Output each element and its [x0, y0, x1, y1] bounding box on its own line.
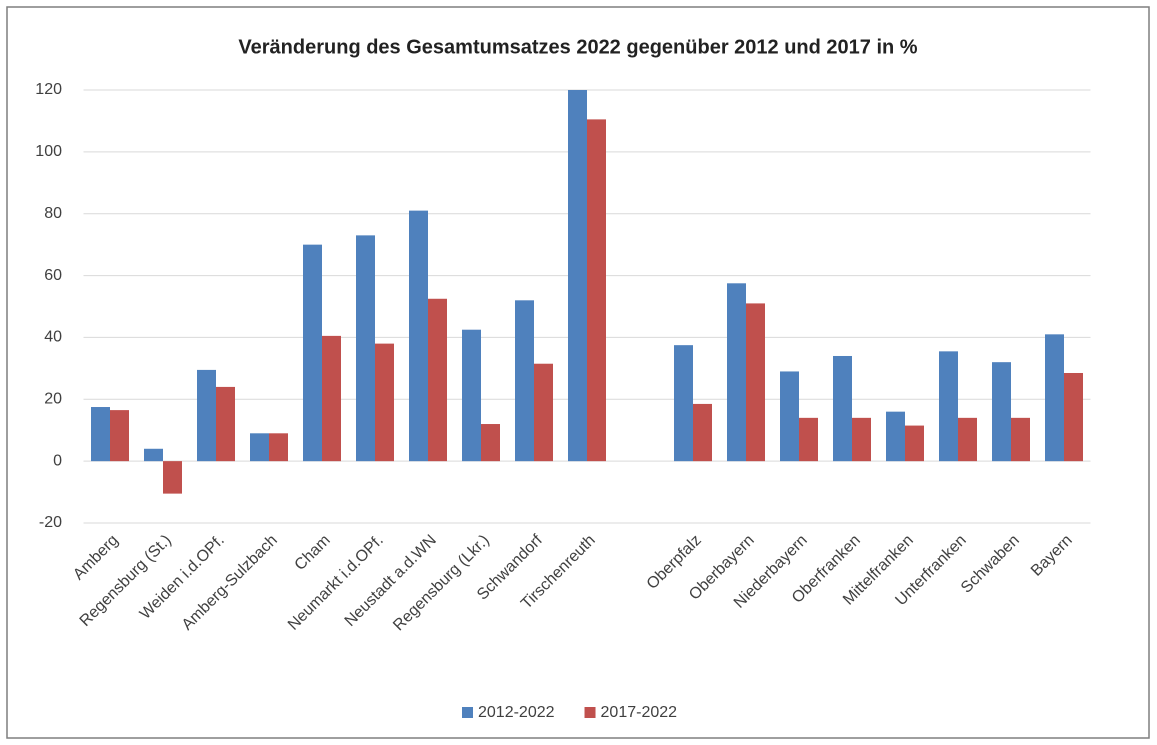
bar	[992, 362, 1011, 462]
y-tick-label: 100	[35, 143, 62, 160]
bar	[587, 119, 606, 462]
bar	[462, 329, 481, 462]
y-tick-label: 0	[53, 452, 62, 469]
bar	[216, 386, 235, 462]
bar	[481, 424, 500, 462]
y-tick-label: 80	[44, 205, 62, 222]
bar	[958, 417, 977, 462]
bar	[91, 407, 110, 462]
legend-label: 2012-2022	[478, 704, 555, 721]
chart-title: Veränderung des Gesamtumsatzes 2022 gege…	[238, 36, 917, 58]
bar	[674, 345, 693, 462]
bar	[1011, 417, 1030, 462]
bar	[250, 433, 269, 462]
bar	[356, 235, 375, 462]
y-tick-label: 20	[44, 391, 62, 408]
bar	[322, 335, 341, 462]
bar	[534, 363, 553, 462]
y-tick-label: 40	[44, 329, 62, 346]
y-tick-label: 120	[35, 81, 62, 98]
bar	[746, 303, 765, 462]
bar	[269, 433, 288, 462]
bar	[727, 283, 746, 462]
bar	[905, 425, 924, 462]
bar	[780, 371, 799, 462]
bar	[428, 298, 447, 462]
legend-swatch	[584, 707, 596, 718]
bar	[197, 369, 216, 462]
bar	[852, 417, 871, 462]
bar	[939, 351, 958, 462]
bar	[375, 343, 394, 462]
bar	[833, 355, 852, 462]
bar	[163, 461, 182, 494]
bar	[110, 410, 129, 462]
bar	[568, 90, 587, 462]
bar	[303, 244, 322, 462]
bar	[409, 210, 428, 462]
bar	[144, 448, 163, 462]
bar	[799, 417, 818, 462]
bar	[886, 411, 905, 462]
legend-label: 2017-2022	[601, 704, 678, 721]
bar	[1045, 334, 1064, 462]
bar	[1064, 372, 1083, 462]
bar	[515, 300, 534, 462]
bar	[693, 403, 712, 462]
legend-swatch	[462, 707, 473, 718]
y-tick-label: 60	[44, 267, 62, 284]
y-tick-label: -20	[39, 514, 62, 531]
